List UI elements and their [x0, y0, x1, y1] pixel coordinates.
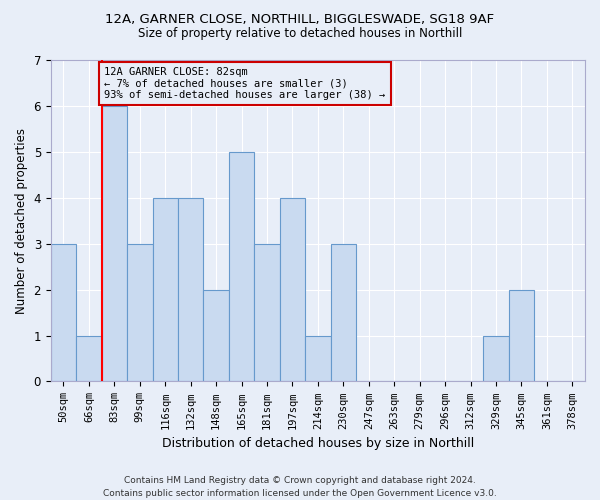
Y-axis label: Number of detached properties: Number of detached properties [15, 128, 28, 314]
Bar [101, 106, 127, 382]
Bar [127, 244, 152, 382]
Bar [51, 244, 76, 382]
Bar [203, 290, 229, 382]
Bar [152, 198, 178, 382]
Bar [331, 244, 356, 382]
Bar [229, 152, 254, 382]
Bar [305, 336, 331, 382]
Bar [509, 290, 534, 382]
Text: 12A GARNER CLOSE: 82sqm
← 7% of detached houses are smaller (3)
93% of semi-deta: 12A GARNER CLOSE: 82sqm ← 7% of detached… [104, 67, 385, 100]
Text: Size of property relative to detached houses in Northill: Size of property relative to detached ho… [138, 28, 462, 40]
Bar [76, 336, 101, 382]
Text: 12A, GARNER CLOSE, NORTHILL, BIGGLESWADE, SG18 9AF: 12A, GARNER CLOSE, NORTHILL, BIGGLESWADE… [106, 12, 494, 26]
X-axis label: Distribution of detached houses by size in Northill: Distribution of detached houses by size … [162, 437, 474, 450]
Bar [254, 244, 280, 382]
Bar [178, 198, 203, 382]
Bar [483, 336, 509, 382]
Text: Contains HM Land Registry data © Crown copyright and database right 2024.
Contai: Contains HM Land Registry data © Crown c… [103, 476, 497, 498]
Bar [280, 198, 305, 382]
